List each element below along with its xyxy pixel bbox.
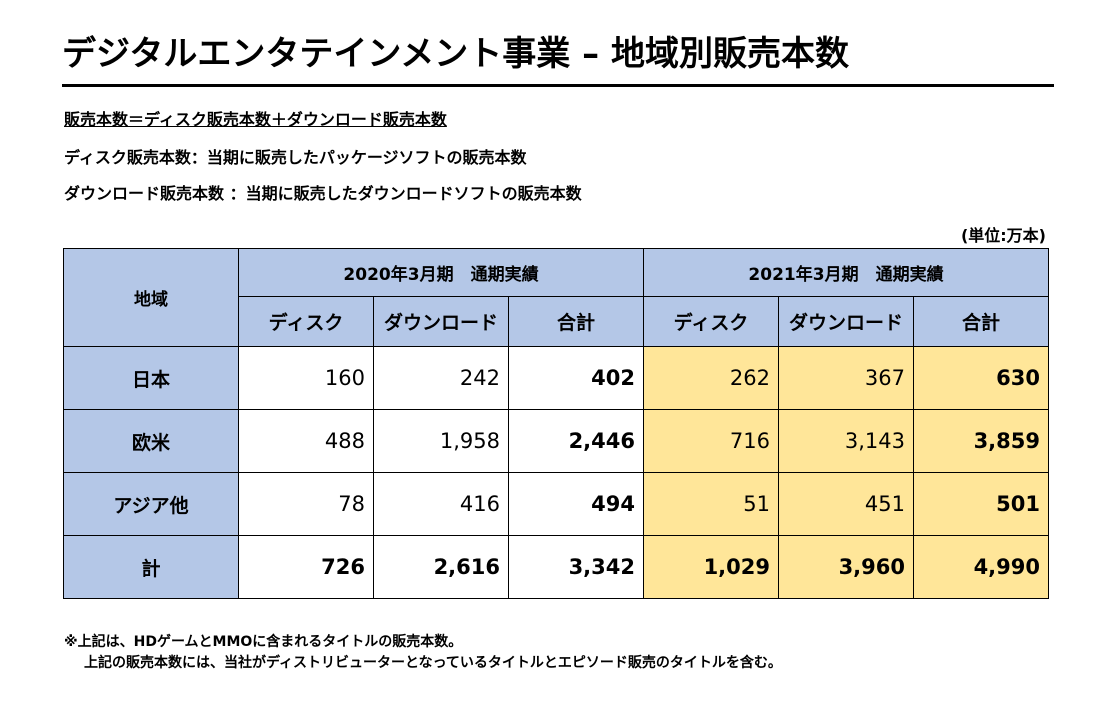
region-label: アジア他: [63, 472, 239, 536]
region-label-total: 計: [63, 535, 239, 599]
period-header-fy2021: 2021年3月期 通期実績: [643, 248, 1049, 297]
region-label: 欧米: [63, 409, 239, 473]
period-header-fy2020: 2020年3月期 通期実績: [238, 248, 644, 297]
table-cell: 51: [643, 472, 779, 536]
table-cell-total: 501: [913, 472, 1049, 536]
table-cell-total: 4,990: [913, 535, 1049, 599]
table-cell: 367: [778, 346, 914, 410]
subheader-download: ダウンロード: [778, 296, 914, 347]
unit-label: (単位:万本): [960, 226, 1046, 245]
table-cell-total: 2,446: [508, 409, 644, 473]
table-row: 欧米 488 1,958 2,446 716 3,143 3,859: [63, 409, 1049, 473]
subheader-download: ダウンロード: [373, 296, 509, 347]
table-cell: 1,958: [373, 409, 509, 473]
subheader-total: 合計: [913, 296, 1049, 347]
table-cell-total: 3,960: [778, 535, 914, 599]
table-cell-total: 1,029: [643, 535, 779, 599]
footnote-line: 上記の販売本数には、当社がディストリビューターとなっているタイトルとエピソード販…: [84, 655, 782, 671]
table-cell: 3,143: [778, 409, 914, 473]
subheader-disc: ディスク: [238, 296, 374, 347]
table-cell-total: 3,342: [508, 535, 644, 599]
table-cell-total: 726: [238, 535, 374, 599]
table-row: アジア他 78 416 494 51 451 501: [63, 472, 1049, 536]
table-row-total: 計 726 2,616 3,342 1,029 3,960 4,990: [63, 535, 1049, 599]
table-cell-total: 3,859: [913, 409, 1049, 473]
table-cell-total: 630: [913, 346, 1049, 410]
table-cell: 242: [373, 346, 509, 410]
table-row: 日本 160 242 402 262 367 630: [63, 346, 1049, 410]
table-cell: 451: [778, 472, 914, 536]
region-column-header: 地域: [63, 248, 239, 347]
region-label: 日本: [63, 346, 239, 410]
table-cell: 78: [238, 472, 374, 536]
table-cell: 160: [238, 346, 374, 410]
title-underline: [62, 84, 1054, 87]
footnote-line: ※上記は、HDゲームとMMOに含まれるタイトルの販売本数。: [64, 634, 463, 650]
subheader-total: 合計: [508, 296, 644, 347]
definition-disc: ディスク販売本数：当期に販売したパッケージソフトの販売本数: [64, 148, 527, 167]
table-cell-total: 2,616: [373, 535, 509, 599]
table-cell: 716: [643, 409, 779, 473]
table-cell: 262: [643, 346, 779, 410]
table-cell-total: 494: [508, 472, 644, 536]
definition-formula: 販売本数＝ディスク販売本数＋ダウンロード販売本数: [64, 110, 447, 129]
definition-download: ダウンロード販売本数 ：当期に販売したダウンロードソフトの販売本数: [64, 184, 582, 203]
table-cell: 488: [238, 409, 374, 473]
footnotes: ※上記は、HDゲームとMMOに含まれるタイトルの販売本数。 上記の販売本数には、…: [64, 632, 782, 674]
page-title: デジタルエンタテインメント事業 – 地域別販売本数: [62, 34, 849, 74]
table-cell: 416: [373, 472, 509, 536]
sales-by-region-table: 地域 2020年3月期 通期実績 2021年3月期 通期実績 ディスク ダウンロ…: [63, 248, 1049, 599]
table-cell-total: 402: [508, 346, 644, 410]
subheader-disc: ディスク: [643, 296, 779, 347]
